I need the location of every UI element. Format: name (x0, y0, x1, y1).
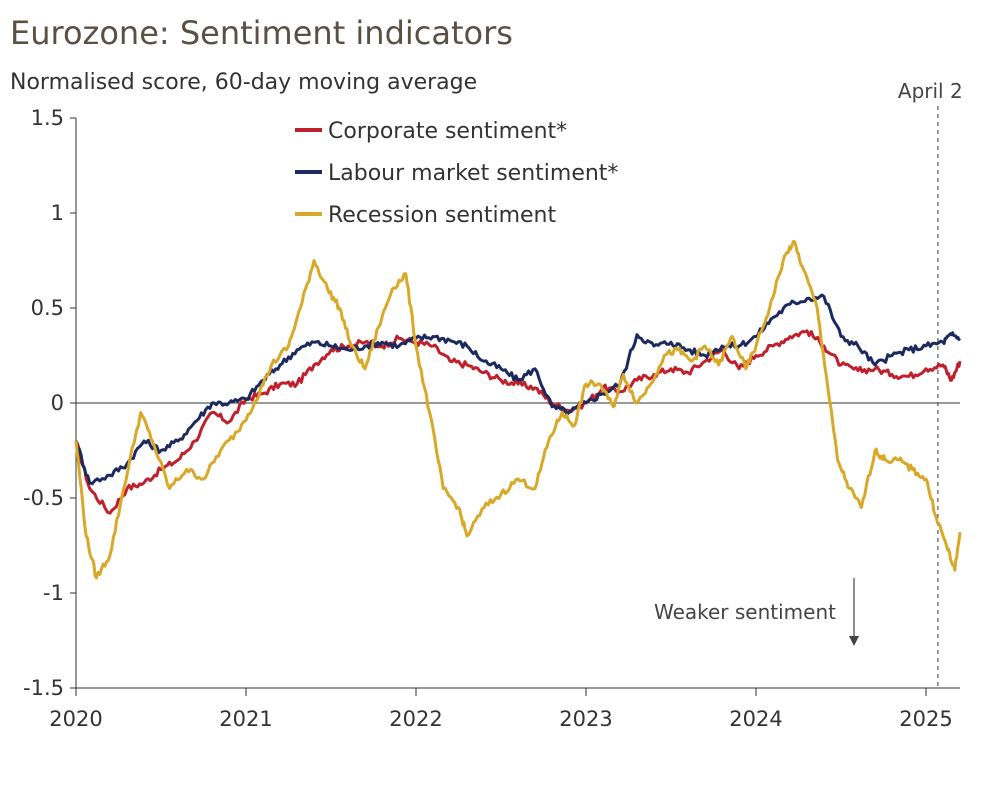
legend-label-1: Corporate sentiment* (328, 119, 567, 144)
series-line-3 (74, 240, 962, 580)
x-tick-label: 2023 (559, 707, 612, 731)
y-tick-label: 1 (51, 201, 64, 225)
weaker-sentiment-label: Weaker sentiment (654, 600, 836, 624)
legend-label-3: Recession sentiment (328, 203, 556, 228)
y-tick-label: 0.5 (31, 296, 64, 320)
y-tick-label: 1.5 (31, 106, 64, 130)
x-tick-label: 2025 (899, 707, 952, 731)
x-tick-label: 2022 (389, 707, 442, 731)
y-tick-label: -1 (43, 581, 64, 605)
chart-title: Eurozone: Sentiment indicators (10, 14, 513, 52)
series-line-1 (74, 329, 962, 515)
y-tick-label: -1.5 (23, 676, 64, 700)
x-tick-label: 2024 (729, 707, 782, 731)
x-tick-label: 2020 (49, 707, 102, 731)
april-2-label: April 2 (898, 79, 963, 103)
legend-label-2: Labour market sentiment* (328, 161, 618, 186)
series-line-2 (74, 293, 962, 486)
chart-subtitle: Normalised score, 60-day moving average (10, 70, 478, 95)
y-tick-label: -0.5 (23, 486, 64, 510)
y-tick-label: 0 (51, 391, 64, 415)
x-tick-label: 2021 (219, 707, 272, 731)
down-arrow-icon (849, 636, 859, 646)
